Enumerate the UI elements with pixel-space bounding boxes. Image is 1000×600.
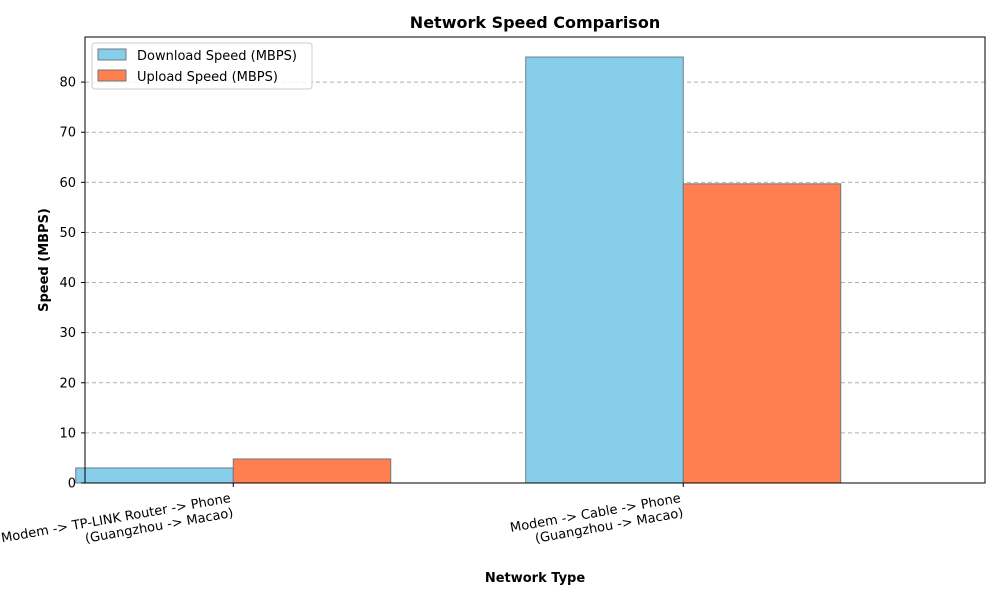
- download-bar-1: [525, 56, 684, 484]
- legend-swatch-download: [97, 48, 127, 61]
- y-tick-label: 30: [59, 326, 76, 341]
- upload-bar-0: [232, 458, 392, 484]
- y-tick-label: 80: [59, 76, 76, 91]
- y-tick-label: 70: [59, 126, 76, 141]
- y-axis-label: Speed (MBPS): [37, 208, 52, 312]
- legend-label-download: Download Speed (MBPS): [137, 49, 297, 64]
- y-tick-label: 40: [59, 276, 76, 291]
- y-tick-label: 0: [68, 477, 76, 492]
- plot-frame: [84, 36, 986, 484]
- legend-swatch-upload: [97, 69, 127, 82]
- y-axis-ticks: 0 10 20 30 40 50 60 70 80: [59, 76, 85, 492]
- legend-box: [91, 42, 313, 90]
- bars: [75, 56, 842, 484]
- upload-bar-1: [682, 183, 842, 484]
- x-axis-label: Network Type: [485, 571, 586, 586]
- x-tick-label: Modem -> TP-LINK Router -> Phone(Guangzh…: [0, 491, 234, 561]
- y-tick-label: 20: [59, 376, 76, 391]
- chart-title: Network Speed Comparison: [410, 13, 660, 32]
- legend: Download Speed (MBPS) Upload Speed (MBPS…: [91, 42, 313, 90]
- y-tick-label: 60: [59, 176, 76, 191]
- x-tick-label: Modem -> Cable -> Phone(Guangzhou -> Mac…: [509, 491, 685, 551]
- y-tick-label: 50: [59, 226, 76, 241]
- y-tick-label: 10: [59, 426, 76, 441]
- x-axis-ticks: Modem -> TP-LINK Router -> Phone(Guangzh…: [0, 483, 685, 561]
- download-bar-0: [75, 467, 234, 484]
- legend-label-upload: Upload Speed (MBPS): [137, 70, 278, 85]
